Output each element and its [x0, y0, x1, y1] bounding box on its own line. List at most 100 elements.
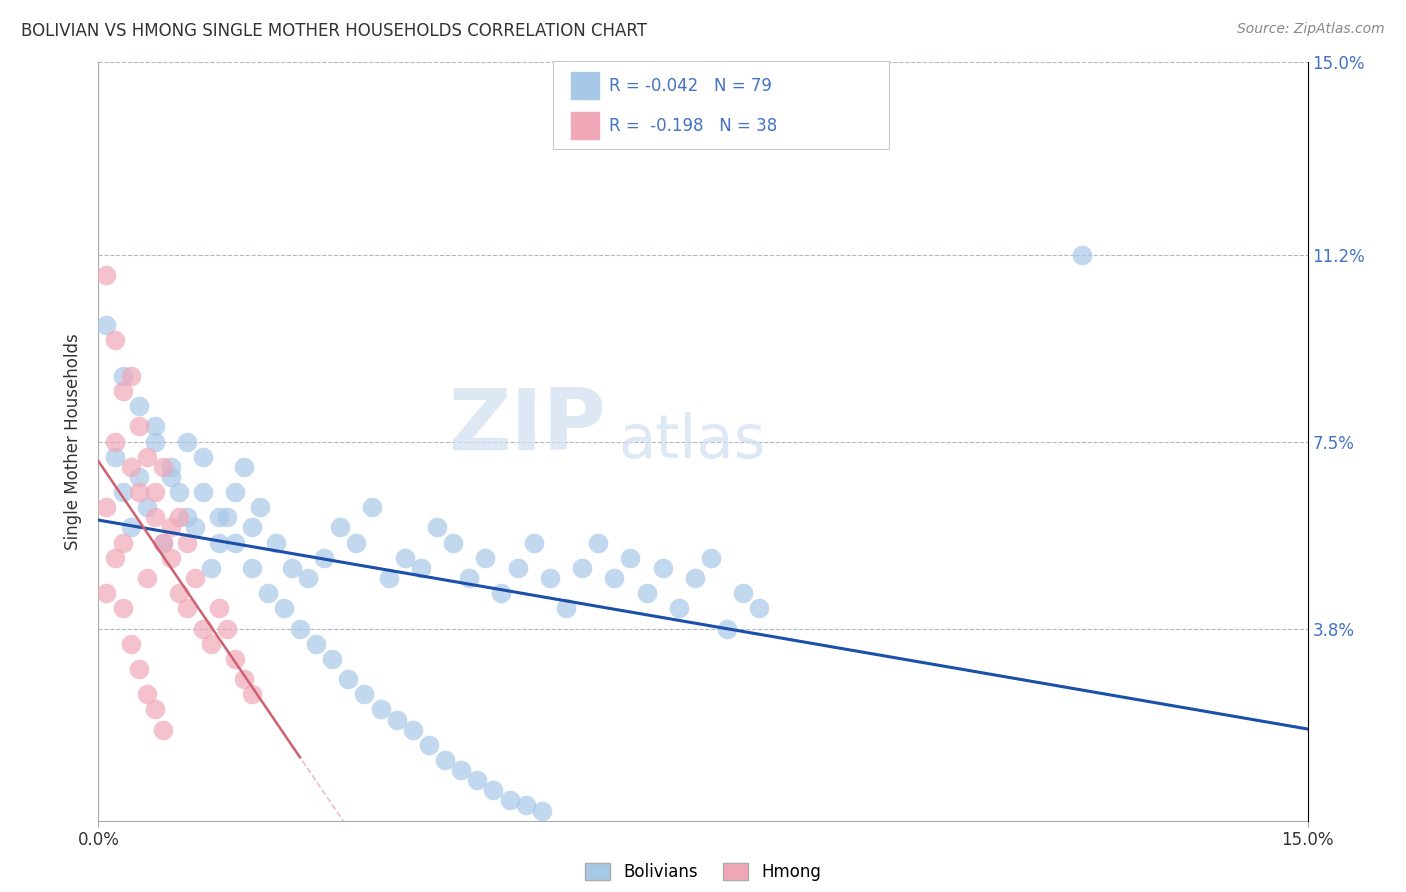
Point — [176, 535, 198, 549]
Legend: Bolivians, Hmong: Bolivians, Hmong — [578, 856, 828, 888]
Point — [506, 561, 529, 575]
Point — [385, 713, 408, 727]
Point — [96, 586, 118, 600]
Point — [353, 687, 375, 701]
Point — [103, 450, 125, 464]
Point — [193, 622, 215, 636]
Point — [208, 601, 231, 615]
Point — [167, 586, 190, 600]
Point — [103, 550, 125, 565]
Point — [394, 550, 416, 565]
Point — [530, 804, 553, 818]
Point — [441, 535, 464, 549]
Point — [176, 510, 198, 524]
Point — [515, 798, 537, 813]
Point — [240, 561, 263, 575]
Point — [224, 652, 246, 666]
Point — [103, 334, 125, 348]
Point — [176, 434, 198, 449]
Point — [273, 601, 295, 615]
Point — [555, 601, 578, 615]
Point — [111, 485, 134, 500]
Point — [160, 520, 183, 534]
Point — [288, 622, 311, 636]
Point — [128, 485, 150, 500]
Point — [586, 535, 609, 549]
Point — [167, 485, 190, 500]
Point — [426, 520, 449, 534]
Text: Source: ZipAtlas.com: Source: ZipAtlas.com — [1237, 22, 1385, 37]
Point — [297, 571, 319, 585]
Point — [143, 485, 166, 500]
Point — [636, 586, 658, 600]
Point — [700, 550, 723, 565]
Point — [434, 753, 457, 767]
Point — [135, 687, 157, 701]
Text: R =  -0.198   N = 38: R = -0.198 N = 38 — [609, 117, 778, 135]
Point — [377, 571, 399, 585]
Text: ZIP: ZIP — [449, 384, 606, 468]
Point — [224, 485, 246, 500]
Point — [256, 586, 278, 600]
Point — [160, 459, 183, 474]
Point — [128, 419, 150, 434]
Point — [143, 434, 166, 449]
Point — [264, 535, 287, 549]
Text: R = -0.042   N = 79: R = -0.042 N = 79 — [609, 77, 772, 95]
Point — [200, 637, 222, 651]
Point — [111, 601, 134, 615]
Point — [474, 550, 496, 565]
Point — [305, 637, 328, 651]
Point — [240, 520, 263, 534]
Point — [361, 500, 384, 515]
Point — [111, 368, 134, 383]
Point — [716, 622, 738, 636]
Point — [571, 561, 593, 575]
Point — [193, 485, 215, 500]
Text: atlas: atlas — [619, 412, 766, 471]
Point — [120, 368, 142, 383]
Point — [143, 419, 166, 434]
Point — [111, 535, 134, 549]
Point — [344, 535, 367, 549]
Point — [418, 738, 440, 752]
Point — [281, 561, 304, 575]
Point — [314, 550, 336, 565]
Point — [217, 510, 239, 524]
Point — [103, 434, 125, 449]
Point — [619, 550, 641, 565]
Point — [208, 510, 231, 524]
Point — [96, 268, 118, 282]
Point — [329, 520, 352, 534]
Point — [458, 571, 481, 585]
Point — [152, 535, 174, 549]
Point — [167, 510, 190, 524]
Point — [152, 535, 174, 549]
Point — [184, 571, 207, 585]
Point — [337, 672, 360, 686]
Point — [128, 470, 150, 484]
Point — [135, 500, 157, 515]
Point — [651, 561, 673, 575]
Text: BOLIVIAN VS HMONG SINGLE MOTHER HOUSEHOLDS CORRELATION CHART: BOLIVIAN VS HMONG SINGLE MOTHER HOUSEHOL… — [21, 22, 647, 40]
Point — [143, 702, 166, 716]
Point — [135, 571, 157, 585]
Point — [240, 687, 263, 701]
Point — [128, 399, 150, 413]
Point — [748, 601, 770, 615]
Point — [450, 763, 472, 777]
Point — [160, 470, 183, 484]
Point — [498, 793, 520, 807]
Point — [1070, 247, 1092, 261]
Point — [128, 662, 150, 676]
Point — [523, 535, 546, 549]
Point — [143, 510, 166, 524]
Point — [538, 571, 561, 585]
Point — [482, 783, 505, 797]
Point — [208, 535, 231, 549]
Point — [249, 500, 271, 515]
Point — [160, 550, 183, 565]
Point — [232, 459, 254, 474]
Point — [200, 561, 222, 575]
Point — [217, 622, 239, 636]
